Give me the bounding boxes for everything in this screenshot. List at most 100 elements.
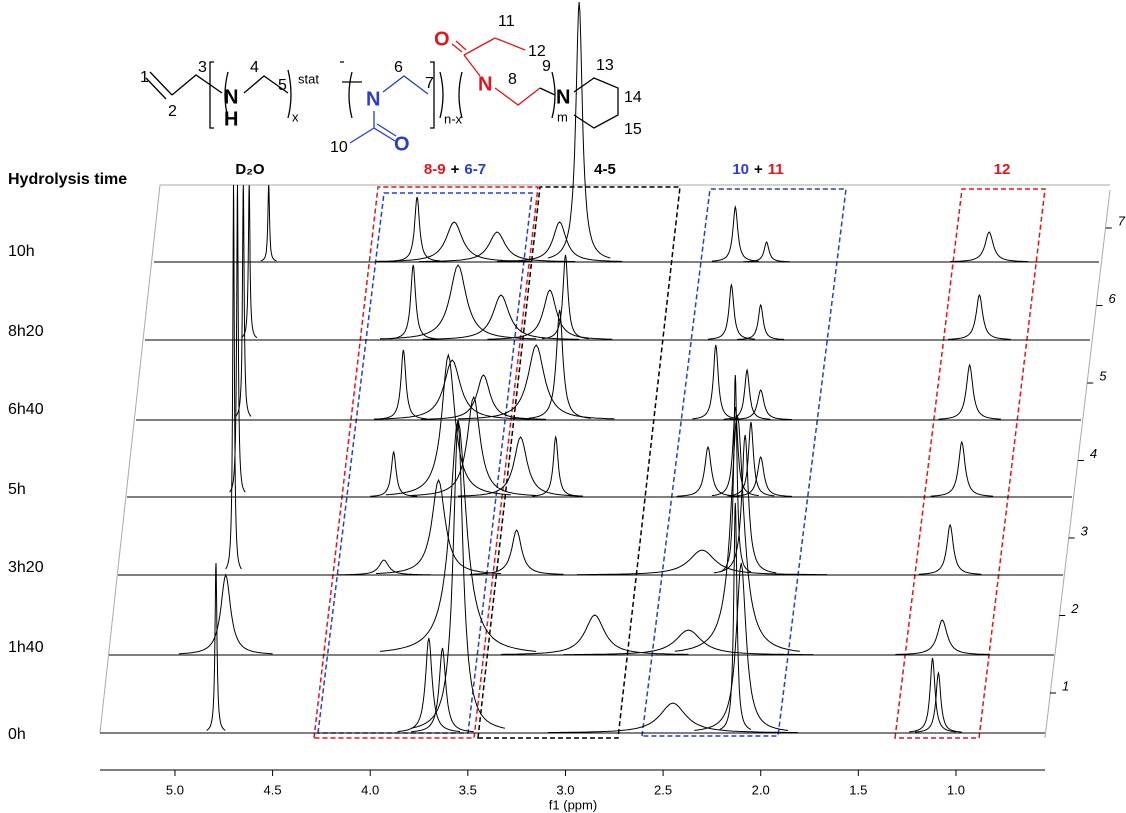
atom-label: 1 (140, 69, 149, 86)
peak (674, 414, 800, 652)
atom-label: 13 (596, 57, 614, 74)
x-tick-label: 1.5 (849, 782, 867, 797)
region-label-part: + (451, 161, 460, 178)
series-label: 6h40 (8, 401, 44, 418)
peak (918, 523, 982, 575)
peak (397, 637, 460, 732)
frame (99, 184, 1111, 739)
region-label-part: 12 (994, 161, 1011, 178)
series-label: 8h20 (8, 323, 44, 340)
z-tick-label: 6 (1109, 291, 1117, 306)
z-tick-label: 7 (1118, 213, 1126, 228)
peak (337, 559, 431, 576)
region-boxes (313, 186, 1046, 739)
z-tick-label: 1 (1062, 678, 1069, 693)
peak (380, 264, 537, 340)
peak (469, 529, 564, 575)
x-tick-label: 3.5 (459, 782, 477, 797)
z-tick-label: 3 (1081, 523, 1089, 538)
peak (380, 349, 427, 420)
atom-label: 7 (425, 75, 434, 92)
peak (370, 450, 418, 497)
peak (948, 293, 1011, 340)
peak (528, 309, 591, 419)
atom-label: n-x (444, 111, 463, 126)
series-label: 10h (8, 243, 35, 260)
region-label-part: 8-9 (424, 161, 446, 178)
region-label-part: 10 (732, 161, 749, 178)
peak (909, 657, 956, 733)
peak (729, 389, 792, 420)
peak (895, 619, 990, 655)
atom-label: 6 (394, 59, 403, 76)
region-label: D₂O (235, 161, 264, 178)
series-label: 0h (8, 726, 26, 743)
peak (737, 303, 785, 340)
peak (393, 196, 441, 262)
peak (385, 353, 511, 496)
peak (914, 671, 962, 733)
peak (411, 395, 537, 496)
atom-label: 10 (330, 139, 348, 156)
atom-label: 14 (624, 89, 642, 106)
atom-label: m (557, 109, 568, 124)
peak (422, 294, 580, 340)
peak (225, 184, 242, 570)
peak (241, 184, 258, 339)
peak (376, 221, 533, 262)
peak (563, 629, 814, 656)
peak (950, 231, 1029, 262)
peak (501, 614, 689, 655)
x-tick-label: 4.5 (264, 782, 282, 797)
x-tick-label: 2.5 (654, 782, 672, 797)
region-label: 12 (994, 161, 1011, 178)
peak (692, 344, 740, 420)
peak (206, 562, 226, 731)
peak (541, 254, 589, 340)
peak (458, 344, 615, 420)
x-tick-label: 2.0 (752, 782, 770, 797)
atom-symbol: O (394, 133, 410, 155)
peak (547, 1, 611, 259)
peak (411, 422, 505, 729)
region-label-part: + (754, 161, 763, 178)
peak (376, 478, 501, 574)
region-label-part: D₂O (235, 161, 264, 178)
y-axis-label: Hydrolysis time (8, 171, 127, 188)
peak (676, 445, 740, 497)
atom-label: x (292, 109, 299, 124)
peak (694, 562, 789, 731)
atom-label: 2 (168, 103, 177, 120)
peak (229, 184, 246, 493)
peak (723, 368, 771, 420)
peak (938, 363, 1001, 420)
peak (729, 455, 792, 497)
peak (419, 231, 576, 262)
peak (711, 205, 759, 262)
z-tick-label: 5 (1099, 368, 1107, 383)
peak (178, 573, 273, 655)
region-label-part: 6-7 (464, 161, 486, 178)
peak (411, 647, 474, 733)
atom-symbol: O (434, 28, 450, 50)
peak (497, 221, 623, 262)
atom-label: 15 (624, 121, 642, 138)
x-tick-label: 4.0 (361, 782, 379, 797)
structure (145, 37, 619, 144)
peak (711, 406, 759, 497)
atom-symbol: N (556, 86, 570, 108)
peak (719, 502, 752, 730)
peak (719, 374, 752, 573)
peak (532, 435, 580, 497)
series-label: 5h (8, 481, 26, 498)
atom-label: 12 (528, 43, 546, 60)
peak (743, 241, 790, 263)
atom-symbol: H (224, 108, 238, 130)
atom-label: 9 (542, 58, 551, 75)
peak (577, 549, 828, 576)
peak (713, 434, 777, 574)
region-label: 10 +11 (732, 161, 783, 178)
atom-symbol: N (224, 86, 238, 108)
peak (421, 374, 546, 420)
